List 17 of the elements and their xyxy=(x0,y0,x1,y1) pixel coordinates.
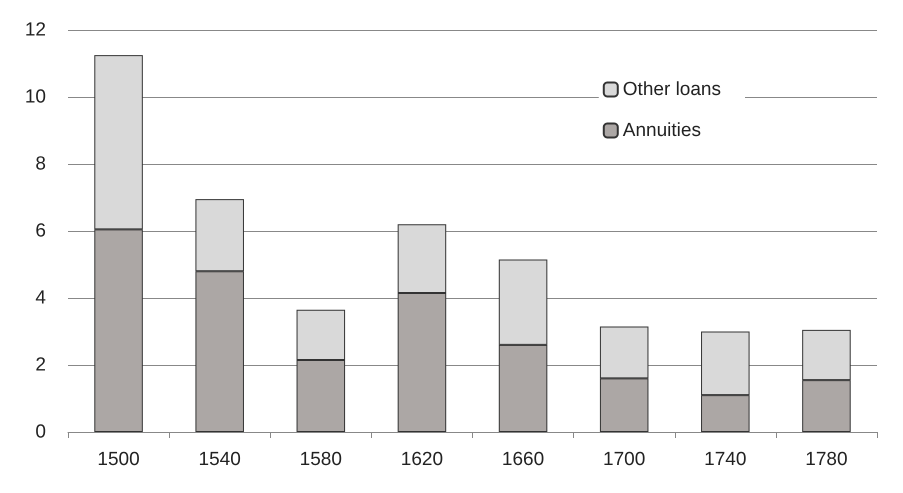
x-tick-label: 1580 xyxy=(300,449,342,470)
y-tick-label: 12 xyxy=(24,20,46,40)
x-tick-label: 1660 xyxy=(502,449,544,470)
y-tick-label: 4 xyxy=(35,288,46,308)
y-tick-label: 10 xyxy=(24,86,46,108)
y-tick-label: 2 xyxy=(35,354,46,376)
x-tick-label: 1740 xyxy=(704,449,746,470)
x-tick-label: 1540 xyxy=(198,449,241,470)
y-tick-label: 0 xyxy=(35,422,46,442)
y-tick-label: 8 xyxy=(35,154,46,174)
x-tick-label: 1780 xyxy=(805,449,848,470)
y-tick-label: 6 xyxy=(35,220,46,242)
legend-label: Other loans xyxy=(622,79,722,100)
x-tick-label: 1620 xyxy=(400,449,444,470)
x-tick-label: 1500 xyxy=(97,449,140,470)
x-tick-label: 1700 xyxy=(603,449,646,470)
legend-label: Annuities xyxy=(622,120,701,141)
